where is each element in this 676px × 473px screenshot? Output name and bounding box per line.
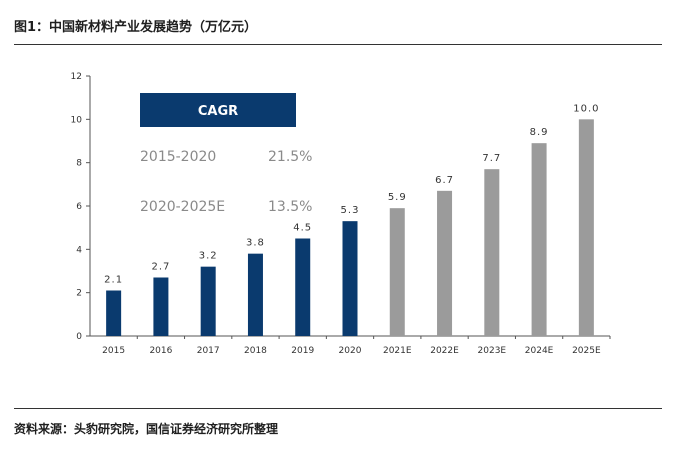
x-tick-label-2022E: 2022E [430, 346, 459, 356]
bar-2025E [578, 119, 594, 336]
data-label-2021E: 5.9 [388, 192, 407, 203]
figure-title: 图1：中国新材料产业发展趋势（万亿元） [14, 20, 258, 35]
y-tick-label: 2 [76, 289, 82, 299]
cagr-rate-2: 13.5% [268, 199, 312, 215]
y-tick-label: 4 [76, 245, 82, 255]
data-label-2023E: 7.7 [482, 153, 501, 164]
y-tick-label: 10 [71, 115, 83, 125]
bar-2020 [342, 221, 358, 336]
x-tick-label-2016: 2016 [149, 346, 172, 356]
data-label-2024E: 8.9 [530, 127, 549, 138]
data-label-2018: 3.8 [246, 238, 265, 249]
y-tick-label: 8 [76, 159, 82, 169]
title-divider [14, 44, 662, 45]
bar-chart: 0 2 4 6 8 10 12 2.1 2015 2.7 2016 3.2 2017 3.8 2018 4.5… [71, 72, 611, 356]
x-tick-label-2018: 2018 [244, 346, 267, 356]
x-tick-label-2020: 2020 [339, 346, 362, 356]
cagr-rate-1: 21.5% [268, 149, 312, 165]
data-label-2020: 5.3 [341, 205, 360, 216]
cagr-period-2: 2020-2025E [140, 199, 225, 215]
cagr-header-box [140, 93, 296, 127]
bar-2017 [200, 266, 216, 336]
x-tick-label-2015: 2015 [102, 346, 125, 356]
bar-2021E [389, 208, 405, 336]
x-tick-label-2023E: 2023E [478, 346, 507, 356]
x-tick-label-2021E: 2021E [383, 346, 412, 356]
bar-2015 [106, 290, 122, 336]
y-tick-label: 6 [76, 202, 82, 212]
y-tick-label: 12 [71, 72, 82, 82]
data-label-2025E: 10.0 [573, 103, 599, 114]
bar-2023E [484, 169, 500, 336]
bar-2016 [153, 277, 169, 336]
figure-source: 资料来源：头豹研究院，国信证券经济研究所整理 [14, 422, 279, 436]
y-tick-label: 0 [76, 332, 82, 342]
bar-2024E [531, 143, 547, 336]
cagr-header: CAGR [198, 104, 238, 119]
data-label-2022E: 6.7 [435, 175, 454, 186]
data-label-2019: 4.5 [293, 223, 312, 234]
cagr-period-1: 2015-2020 [140, 149, 216, 165]
bar-2018 [247, 253, 263, 336]
x-tick-label-2019: 2019 [291, 346, 314, 356]
data-label-2015: 2.1 [104, 275, 123, 286]
bar-2022E [437, 190, 453, 336]
x-tick-label-2017: 2017 [197, 346, 220, 356]
x-tick-label-2025E: 2025E [572, 346, 601, 356]
data-label-2017: 3.2 [199, 251, 218, 262]
data-label-2016: 2.7 [151, 262, 170, 273]
bar-2019 [295, 238, 311, 336]
x-tick-label-2024E: 2024E [525, 346, 554, 356]
source-divider [14, 408, 662, 409]
